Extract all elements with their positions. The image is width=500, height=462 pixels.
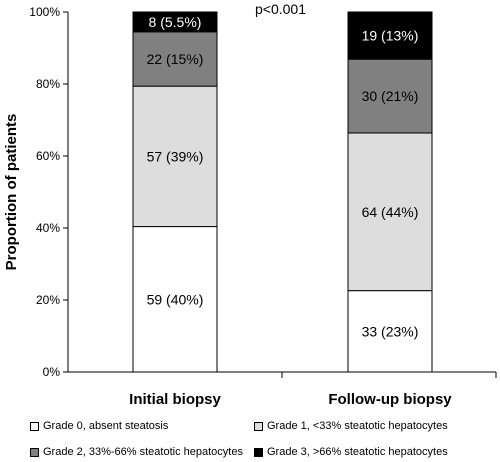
bar-segment <box>132 31 218 87</box>
legend-item: Grade 0, absent steatosis <box>30 420 168 432</box>
y-tick-label: 20% <box>36 293 60 307</box>
data-label: 64 (44%) <box>362 204 419 220</box>
legend-item: Grade 3, >66% steatotic hepatocytes <box>254 446 448 458</box>
x-category-label: Follow-up biopsy <box>328 391 452 408</box>
legend-swatch <box>30 421 39 431</box>
x-category-labels: Initial biopsy Follow-up biopsy <box>129 391 452 408</box>
data-label: 30 (21%) <box>362 88 419 104</box>
bar-segment <box>347 11 433 60</box>
data-label: 33 (23%) <box>362 323 419 339</box>
y-ticks: 0% 20% 40% 60% 80% 100% <box>29 5 68 379</box>
bar-segment <box>347 132 433 292</box>
bar-segment <box>347 58 433 134</box>
bar-segment <box>132 85 218 228</box>
bar-segment <box>347 290 433 373</box>
y-tick-label: 80% <box>36 77 60 91</box>
legend-swatch <box>254 447 263 457</box>
y-tick-label: 100% <box>29 5 60 19</box>
y-axis-title: Proportion of patients <box>3 114 20 271</box>
data-label: 19 (13%) <box>362 28 419 44</box>
data-label: 57 (39%) <box>147 148 204 164</box>
legend-item: Grade 1, <33% steatotic hepatocytes <box>254 420 448 432</box>
legend-swatch <box>30 447 39 457</box>
bar-segment <box>132 11 218 33</box>
legend-item: Grade 2, 33%-66% steatotic hepatocytes <box>30 446 243 458</box>
p-value-annotation: p<0.001 <box>255 1 306 17</box>
bars: 59 (40%) 57 (39%) 22 (15%) 8 (5.5%) 33 (23%)… <box>132 11 433 373</box>
x-category-label: Initial biopsy <box>129 391 221 408</box>
y-tick-label: 40% <box>36 221 60 235</box>
y-tick-label: 60% <box>36 149 60 163</box>
legend-swatch <box>254 421 263 431</box>
legend-label: Grade 2, 33%-66% steatotic hepatocytes <box>43 446 243 458</box>
legend-label: Grade 3, >66% steatotic hepatocytes <box>267 446 448 458</box>
data-label: 22 (15%) <box>147 51 204 67</box>
data-label: 59 (40%) <box>147 291 204 307</box>
data-label: 8 (5.5%) <box>149 14 202 30</box>
y-tick-label: 0% <box>43 365 61 379</box>
legend-label: Grade 1, <33% steatotic hepatocytes <box>267 420 448 432</box>
legend-label: Grade 0, absent steatosis <box>43 420 169 432</box>
